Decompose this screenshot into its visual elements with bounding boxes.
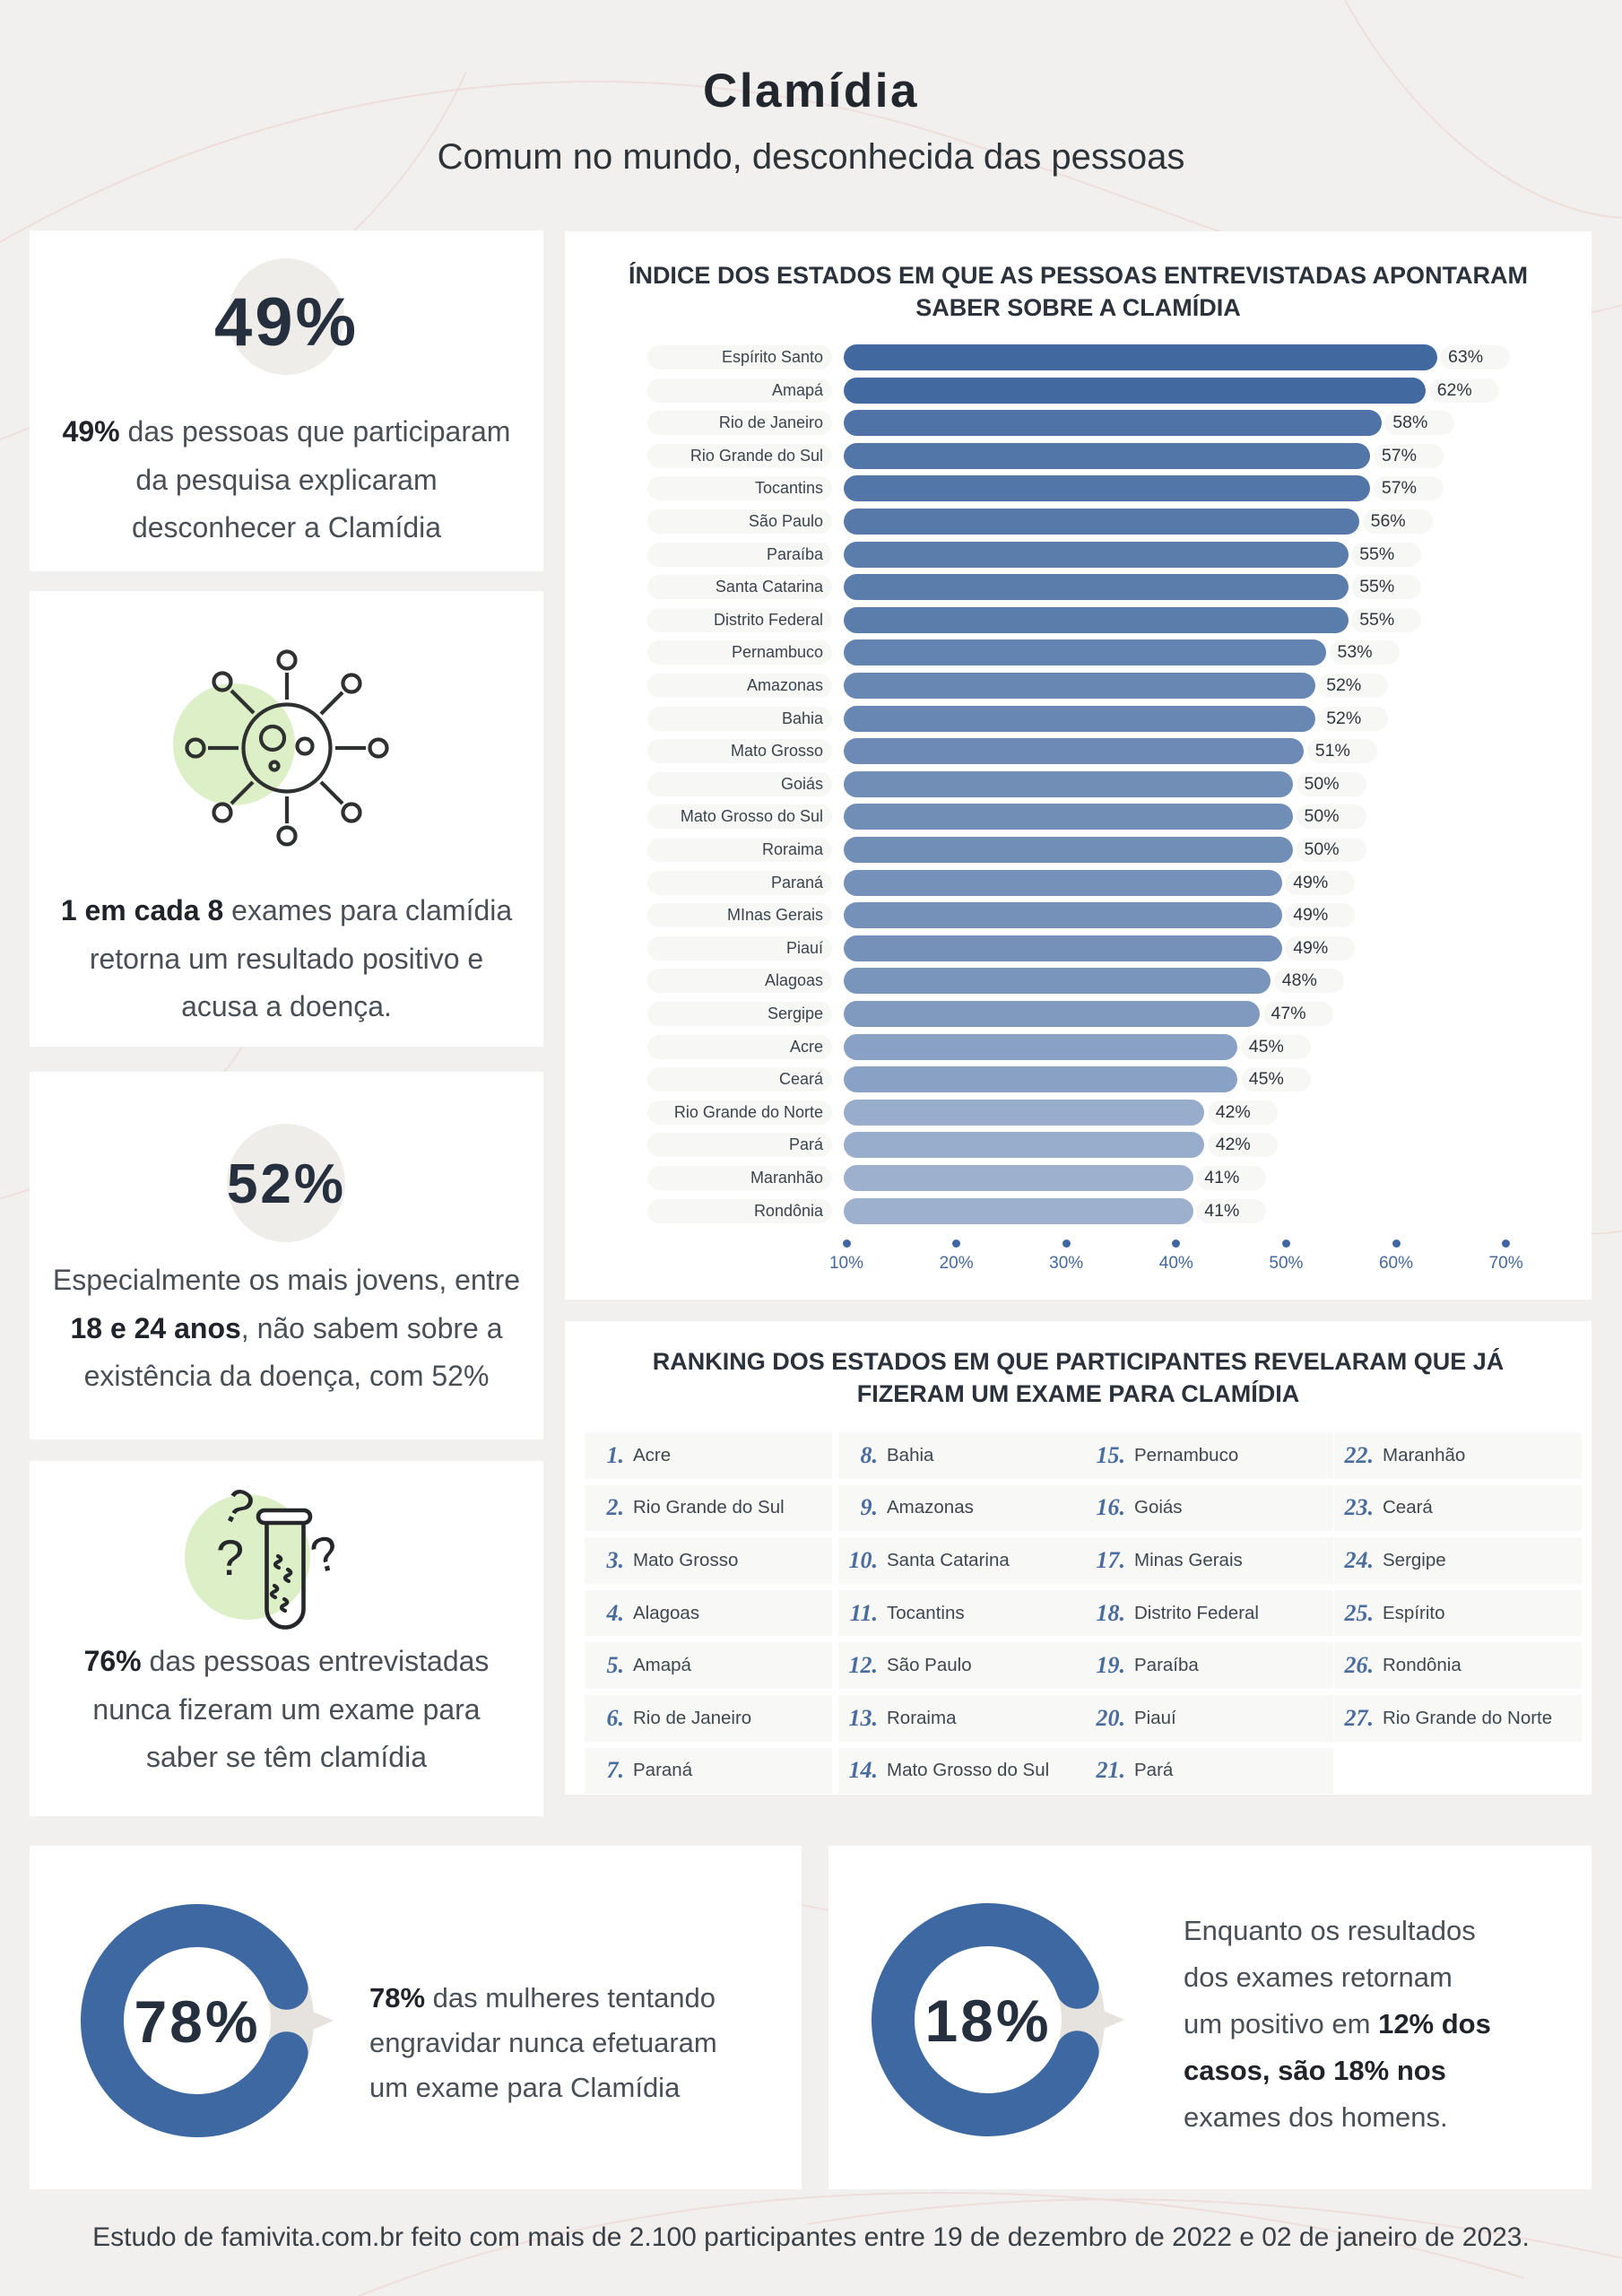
svg-text:?: ? bbox=[305, 1526, 344, 1584]
svg-text:?: ? bbox=[216, 1529, 244, 1586]
